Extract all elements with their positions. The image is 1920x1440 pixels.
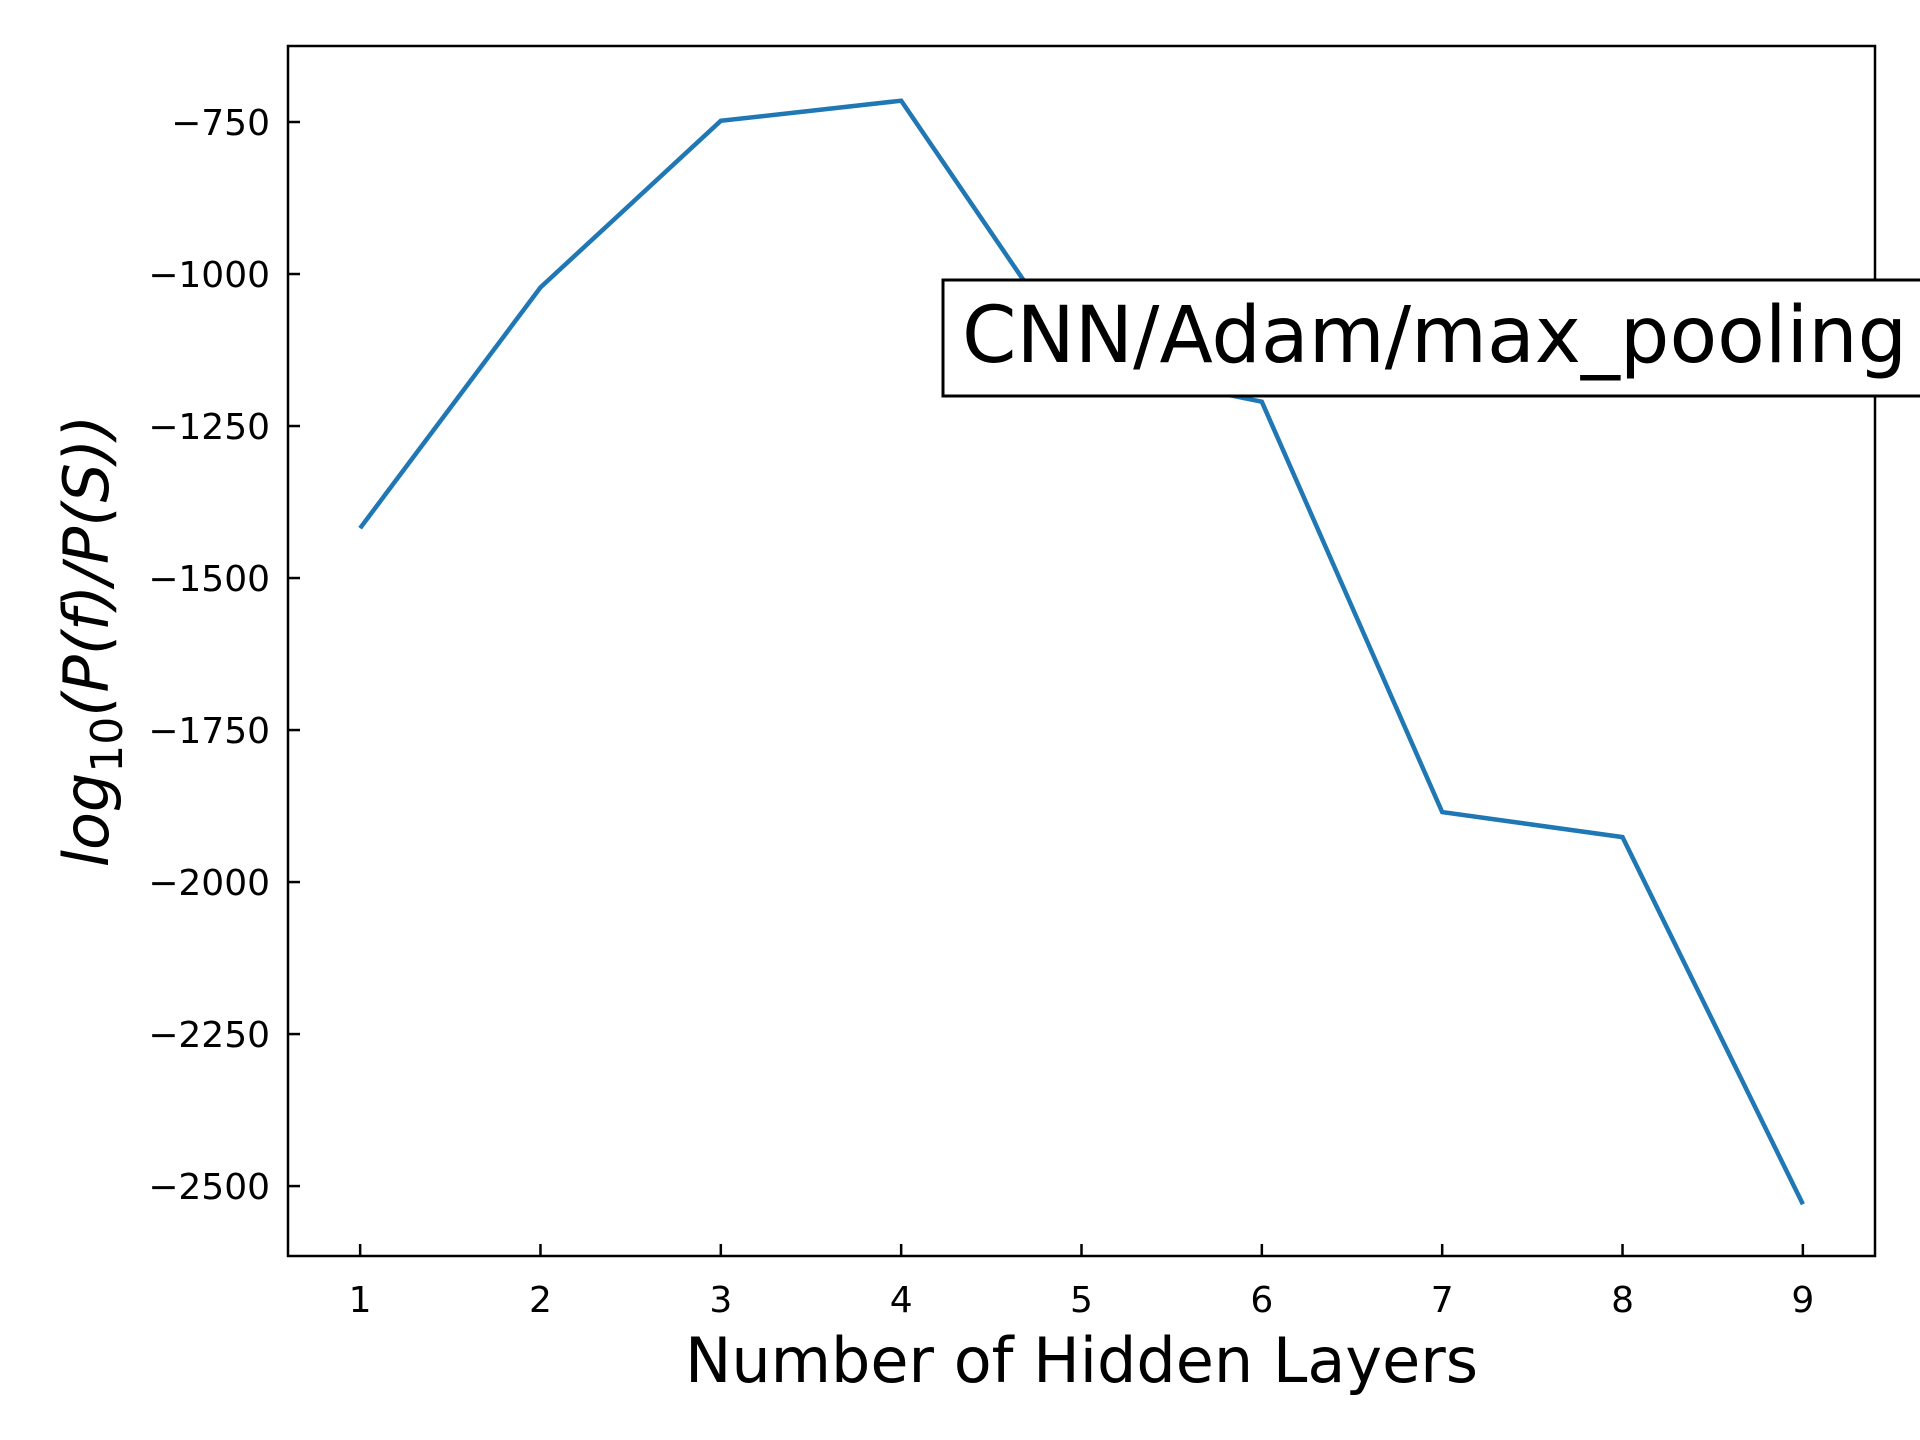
annotation-label: CNN/Adam/max_pooling (962, 291, 1907, 381)
y-tick-label: −1250 (148, 407, 270, 448)
y-axis-label-rest: (P(f)/P(S)) (50, 415, 123, 717)
y-tick-label: −750 (171, 103, 270, 144)
y-tick-label: −2250 (148, 1015, 270, 1056)
x-tick-label: 6 (1250, 1280, 1273, 1321)
plot-area-frame (286, 44, 1877, 1258)
x-tick-label: 7 (1431, 1280, 1454, 1321)
x-axis-label: Number of Hidden Layers (685, 1324, 1478, 1397)
y-tick-label: −1500 (148, 559, 270, 600)
y-axis: −750 −1000 −1250 −1500 −1750 −2000 −2250 −2500 (148, 103, 300, 1208)
y-tick-label: −2000 (148, 863, 270, 904)
x-tick-label: 4 (890, 1280, 913, 1321)
y-tick-label: −1750 (148, 711, 270, 752)
y-axis-label: log10(P(f)/P(S)) (50, 415, 133, 868)
y-axis-label-main: log (50, 773, 123, 868)
x-tick-label: 8 (1611, 1280, 1634, 1321)
y-tick-label: −2500 (148, 1167, 270, 1208)
y-axis-label-subscript: 10 (82, 717, 133, 773)
annotation-box: CNN/Adam/max_pooling (941, 278, 1920, 398)
series-line (358, 98, 1805, 1206)
x-tick-label: 3 (709, 1280, 732, 1321)
x-tick-label: 1 (349, 1280, 372, 1321)
x-axis: 1 2 3 4 5 6 7 8 9 (349, 1244, 1814, 1321)
y-tick-label: −1000 (148, 255, 270, 296)
x-tick-label: 2 (529, 1280, 552, 1321)
x-tick-label: 5 (1070, 1280, 1093, 1321)
x-tick-label: 9 (1791, 1280, 1814, 1321)
annotation-frame (941, 278, 1920, 398)
